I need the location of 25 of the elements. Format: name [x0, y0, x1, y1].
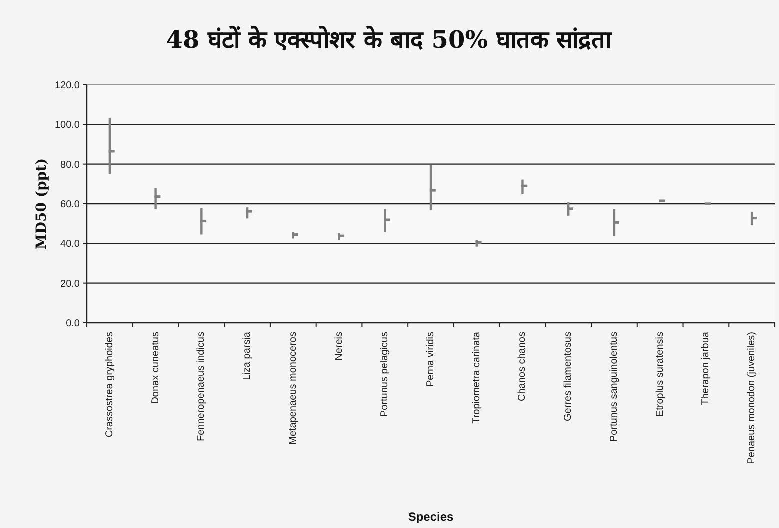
x-tick-label: Metapenaeus monoceros	[288, 332, 299, 445]
x-tick-label: Chanos chanos	[517, 332, 528, 402]
x-axis-title: Species	[408, 510, 454, 524]
x-tick-label: Penaeus monodon (juveniles)	[746, 332, 758, 464]
chart-title: 48 घंटों के एक्स्पोशर के बाद 50% घातक सांद्रता	[166, 25, 613, 54]
x-tick-label: Gerres filamentosus	[563, 332, 574, 422]
y-tick-label: 120.0	[54, 80, 80, 92]
y-axis-title: MD50 (ppt)	[34, 158, 50, 250]
y-tick-label: 20.0	[60, 278, 80, 290]
y-tick-label: 40.0	[60, 239, 80, 250]
x-tick-label: Portunus sanguinolentus	[608, 332, 620, 442]
x-tick-label: Portunus pelagicus	[380, 332, 391, 418]
y-tick-label: 60.0	[60, 200, 80, 210]
x-tick-label: Fenneropenaeus indicus	[196, 332, 208, 442]
x-tick-label: Perna viridis	[426, 332, 436, 388]
y-tick-label: 100.0	[54, 120, 80, 132]
x-tick-label: Donax cuneatus	[150, 332, 162, 404]
x-tick-label: Etroplus suratensis	[654, 332, 666, 418]
x-tick-label: Therapon jarbua	[700, 332, 712, 406]
y-tick-label: 80.0	[60, 160, 80, 171]
x-tick-label: Crassostrea gryphoides	[104, 332, 116, 438]
y-tick-label: 0.0	[66, 318, 80, 330]
x-tick-label: Tropiometra carinata	[471, 332, 482, 424]
x-tick-label: Nereis	[334, 332, 345, 361]
x-tick-label: Liza parsia	[242, 332, 254, 380]
